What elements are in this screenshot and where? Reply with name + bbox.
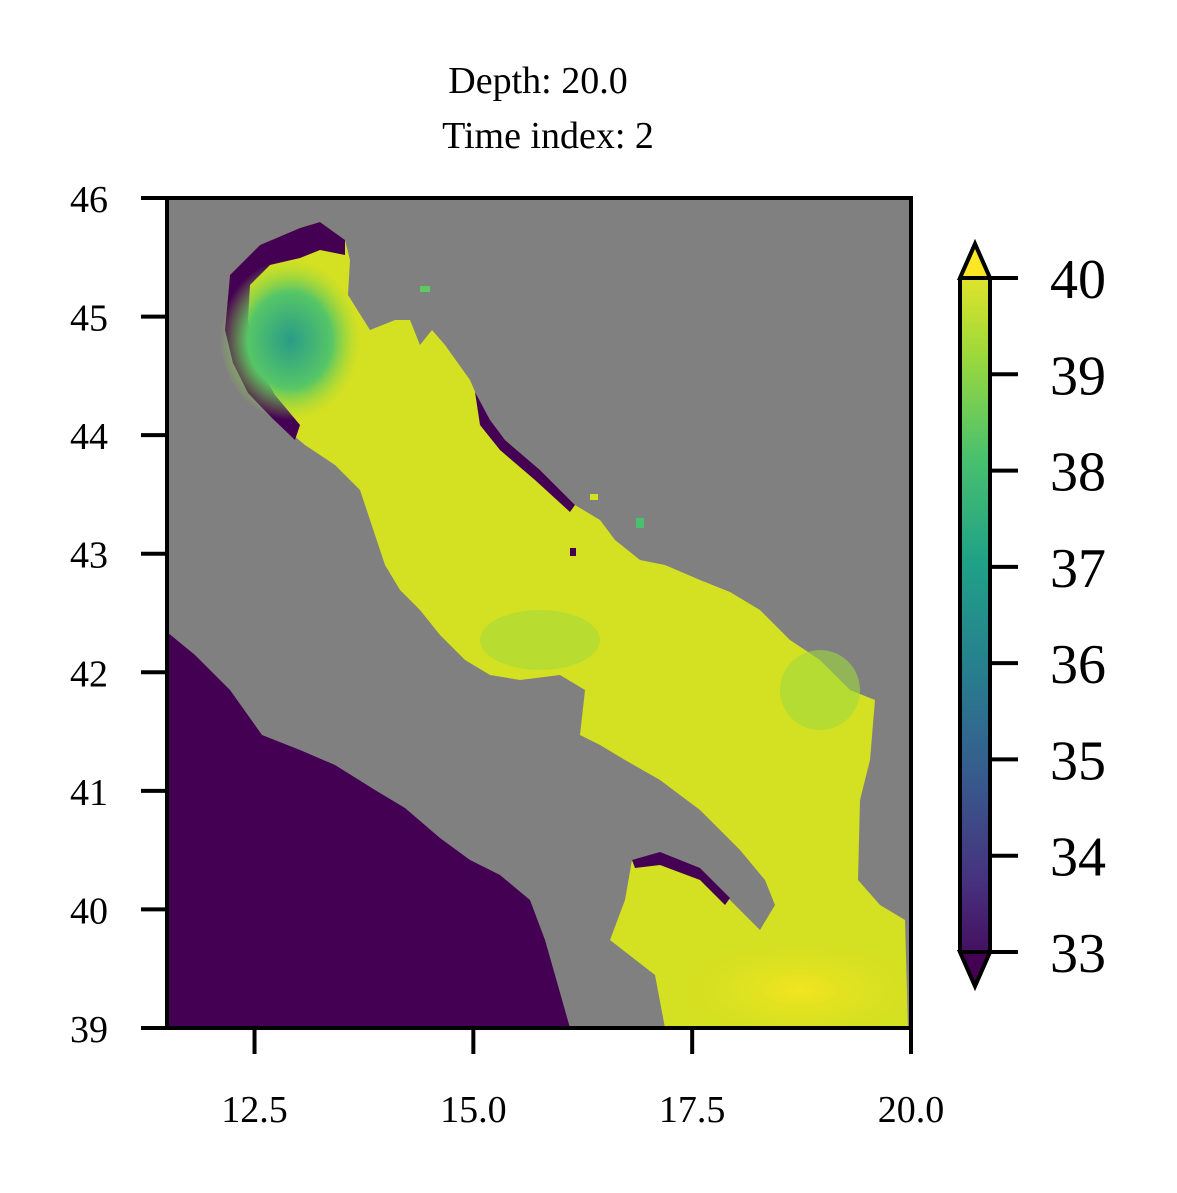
x-axis: 12.5 15.0 17.5 20.0 — [221, 1028, 944, 1131]
plot-area — [167, 198, 911, 1028]
chart-title-line-2: Time index: 2 — [442, 115, 654, 157]
island-speck-1 — [420, 286, 430, 292]
colorbar-tick-label: 33 — [1050, 923, 1106, 985]
island-speck-2 — [636, 518, 644, 528]
colorbar-tick-label: 40 — [1050, 249, 1106, 311]
x-tick-label: 17.5 — [659, 1089, 726, 1131]
colorbar-extend-bottom — [956, 950, 994, 991]
island-speck-3 — [570, 548, 576, 556]
colorbar-tick-label: 35 — [1050, 730, 1106, 792]
coastal-rim-south — [632, 852, 730, 905]
chart-title-line-1: Depth: 20.0 — [448, 60, 627, 102]
island-speck-4 — [590, 494, 598, 500]
colorbar: 33 34 35 36 37 38 39 40 — [956, 239, 1106, 991]
plot-frame — [165, 196, 913, 1030]
colorbar-tick-label: 38 — [1050, 442, 1106, 504]
y-tick-label: 44 — [70, 416, 108, 458]
x-tick-label: 20.0 — [878, 1089, 945, 1131]
east-green-patch — [780, 650, 860, 730]
x-tick-label: 15.0 — [440, 1089, 507, 1131]
colorbar-body — [958, 239, 992, 991]
y-tick-label: 45 — [70, 298, 108, 340]
central-green-patch — [480, 610, 600, 670]
colorbar-tick-label: 36 — [1050, 634, 1106, 696]
y-axis: 39 40 41 42 43 44 45 46 — [70, 179, 167, 1051]
colorbar-tick-label: 37 — [1050, 538, 1106, 600]
y-tick-label: 46 — [70, 179, 108, 221]
southeast-high-salinity — [680, 940, 911, 1028]
colorbar-tick-label: 34 — [1050, 827, 1106, 889]
colorbar-tick-label: 39 — [1050, 345, 1106, 407]
y-tick-label: 42 — [70, 653, 108, 695]
y-tick-label: 41 — [70, 772, 108, 814]
colorbar-ticks: 33 34 35 36 37 38 39 40 — [990, 249, 1106, 985]
tyrrhenian-sea-region — [167, 632, 570, 1028]
x-tick-label: 12.5 — [221, 1089, 288, 1131]
y-tick-label: 43 — [70, 535, 108, 577]
colorbar-extend-top — [956, 239, 994, 280]
y-tick-label: 40 — [70, 890, 108, 932]
northwest-low-salinity — [220, 260, 360, 420]
coastal-rim-east — [475, 392, 575, 512]
y-tick-label: 39 — [70, 1009, 108, 1051]
